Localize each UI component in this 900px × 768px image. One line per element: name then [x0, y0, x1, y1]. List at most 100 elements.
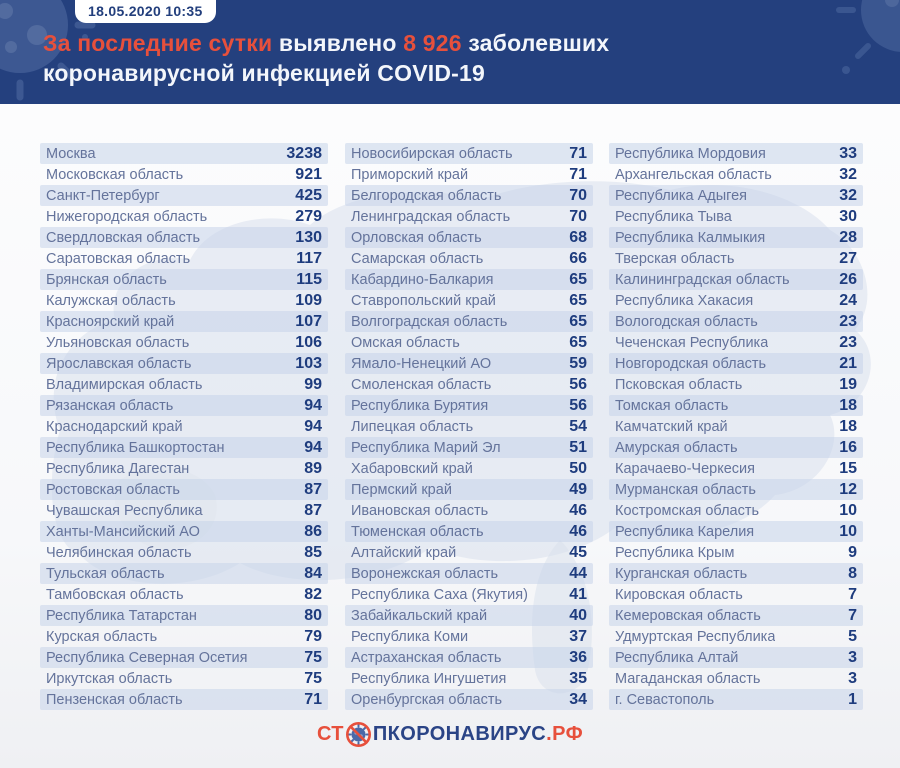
- region-name: Республика Хакасия: [615, 292, 754, 309]
- region-value: 21: [839, 354, 857, 372]
- region-name: Тюменская область: [351, 523, 484, 540]
- region-value: 34: [569, 690, 587, 708]
- region-name: Республика Карелия: [615, 523, 755, 540]
- table-row: Владимирская область 99: [40, 374, 328, 395]
- region-value: 85: [304, 543, 322, 561]
- region-value: 35: [569, 669, 587, 687]
- region-name: Самарская область: [351, 250, 484, 267]
- region-value: 3: [848, 648, 857, 666]
- region-value: 32: [839, 165, 857, 183]
- table-row: Республика Бурятия 56: [345, 395, 593, 416]
- region-name: Республика Башкортостан: [46, 439, 225, 456]
- region-name: Томская область: [615, 397, 729, 414]
- table-row: Республика Коми 37: [345, 626, 593, 647]
- table-row: Брянская область 115: [40, 269, 328, 290]
- region-name: Воронежская область: [351, 565, 499, 582]
- table-row: г. Севастополь 1: [609, 689, 863, 710]
- region-name: Карачаево-Черкесия: [615, 460, 756, 477]
- region-value: 18: [839, 396, 857, 414]
- region-value: 32: [839, 186, 857, 204]
- region-value: 45: [569, 543, 587, 561]
- headline-suffix: заболевших: [468, 30, 610, 56]
- region-name: Ростовская область: [46, 481, 180, 498]
- region-name: Ульяновская область: [46, 334, 190, 351]
- region-name: Ханты-Мансийский АО: [46, 523, 200, 540]
- region-name: Магаданская область: [615, 670, 761, 687]
- region-value: 87: [304, 480, 322, 498]
- table-row: Тамбовская область 82: [40, 584, 328, 605]
- region-name: Тамбовская область: [46, 586, 184, 603]
- region-value: 82: [304, 585, 322, 603]
- region-name: Республика Марий Эл: [351, 439, 501, 456]
- region-value: 44: [569, 564, 587, 582]
- region-value: 28: [839, 228, 857, 246]
- region-value: 33: [839, 144, 857, 162]
- region-name: Ямало-Ненецкий АО: [351, 355, 492, 372]
- region-value: 51: [569, 438, 587, 456]
- region-name: Красноярский край: [46, 313, 175, 330]
- headline-verb: выявлено: [278, 30, 397, 56]
- region-value: 8: [848, 564, 857, 582]
- region-value: 10: [839, 501, 857, 519]
- table-row: Саратовская область 117: [40, 248, 328, 269]
- region-name: Ярославская область: [46, 355, 192, 372]
- table-column-1: Москва 3238 Московская область 921 Санкт…: [40, 143, 328, 710]
- stopcoronavirus-logo: СТ ПКОРОНАВИРУС .РФ: [0, 721, 900, 748]
- region-name: Кемеровская область: [615, 607, 761, 624]
- table-row: Красноярский край 107: [40, 311, 328, 332]
- region-name: Чеченская Республика: [615, 334, 769, 351]
- region-value: 71: [304, 690, 322, 708]
- logo-text-rf: .РФ: [546, 723, 584, 745]
- table-row: Республика Дагестан 89: [40, 458, 328, 479]
- table-row: Республика Татарстан 80: [40, 605, 328, 626]
- region-value: 18: [839, 417, 857, 435]
- region-value: 106: [295, 333, 322, 351]
- region-name: Республика Тыва: [615, 208, 732, 225]
- region-name: Амурская область: [615, 439, 738, 456]
- region-value: 15: [839, 459, 857, 477]
- region-value: 425: [295, 186, 322, 204]
- region-value: 65: [569, 312, 587, 330]
- table-row: Тверская область 27: [609, 248, 863, 269]
- table-row: Ярославская область 103: [40, 353, 328, 374]
- region-value: 117: [296, 249, 322, 267]
- region-value: 109: [295, 291, 322, 309]
- region-name: Челябинская область: [46, 544, 192, 561]
- region-name: Брянская область: [46, 271, 167, 288]
- region-name: Пермский край: [351, 481, 452, 498]
- region-name: Республика Бурятия: [351, 397, 489, 414]
- region-name: Республика Алтай: [615, 649, 739, 666]
- table-row: Томская область 18: [609, 395, 863, 416]
- region-value: 79: [304, 627, 322, 645]
- region-name: Омская область: [351, 334, 460, 351]
- region-value: 56: [569, 396, 587, 414]
- table-row: Санкт-Петербург 425: [40, 185, 328, 206]
- region-value: 24: [839, 291, 857, 309]
- region-value: 65: [569, 270, 587, 288]
- table-row: Республика Калмыкия 28: [609, 227, 863, 248]
- table-row: Республика Ингушетия 35: [345, 668, 593, 689]
- headline-accent-phrase: За последние сутки: [43, 30, 273, 56]
- region-name: Республика Коми: [351, 628, 469, 645]
- table-row: Республика Марий Эл 51: [345, 437, 593, 458]
- table-row: Кемеровская область 7: [609, 605, 863, 626]
- region-value: 70: [569, 207, 587, 225]
- region-value: 71: [569, 144, 587, 162]
- region-value: 89: [304, 459, 322, 477]
- region-name: Калининградская область: [615, 271, 790, 288]
- region-name: Ленинградская область: [351, 208, 511, 225]
- table-row: Астраханская область 36: [345, 647, 593, 668]
- table-row: Ямало-Ненецкий АО 59: [345, 353, 593, 374]
- region-value: 9: [848, 543, 857, 561]
- table-row: Республика Адыгея 32: [609, 185, 863, 206]
- table-row: Кабардино-Балкария 65: [345, 269, 593, 290]
- region-value: 23: [839, 312, 857, 330]
- region-name: Чувашская Республика: [46, 502, 203, 519]
- headline-line2: коронавирусной инфекцией COVID-19: [43, 60, 485, 86]
- region-value: 66: [569, 249, 587, 267]
- header: 18.05.2020 10:35 За последние сутки выяв…: [0, 0, 900, 104]
- table-row: Воронежская область 44: [345, 563, 593, 584]
- region-value: 36: [569, 648, 587, 666]
- table-row: Нижегородская область 279: [40, 206, 328, 227]
